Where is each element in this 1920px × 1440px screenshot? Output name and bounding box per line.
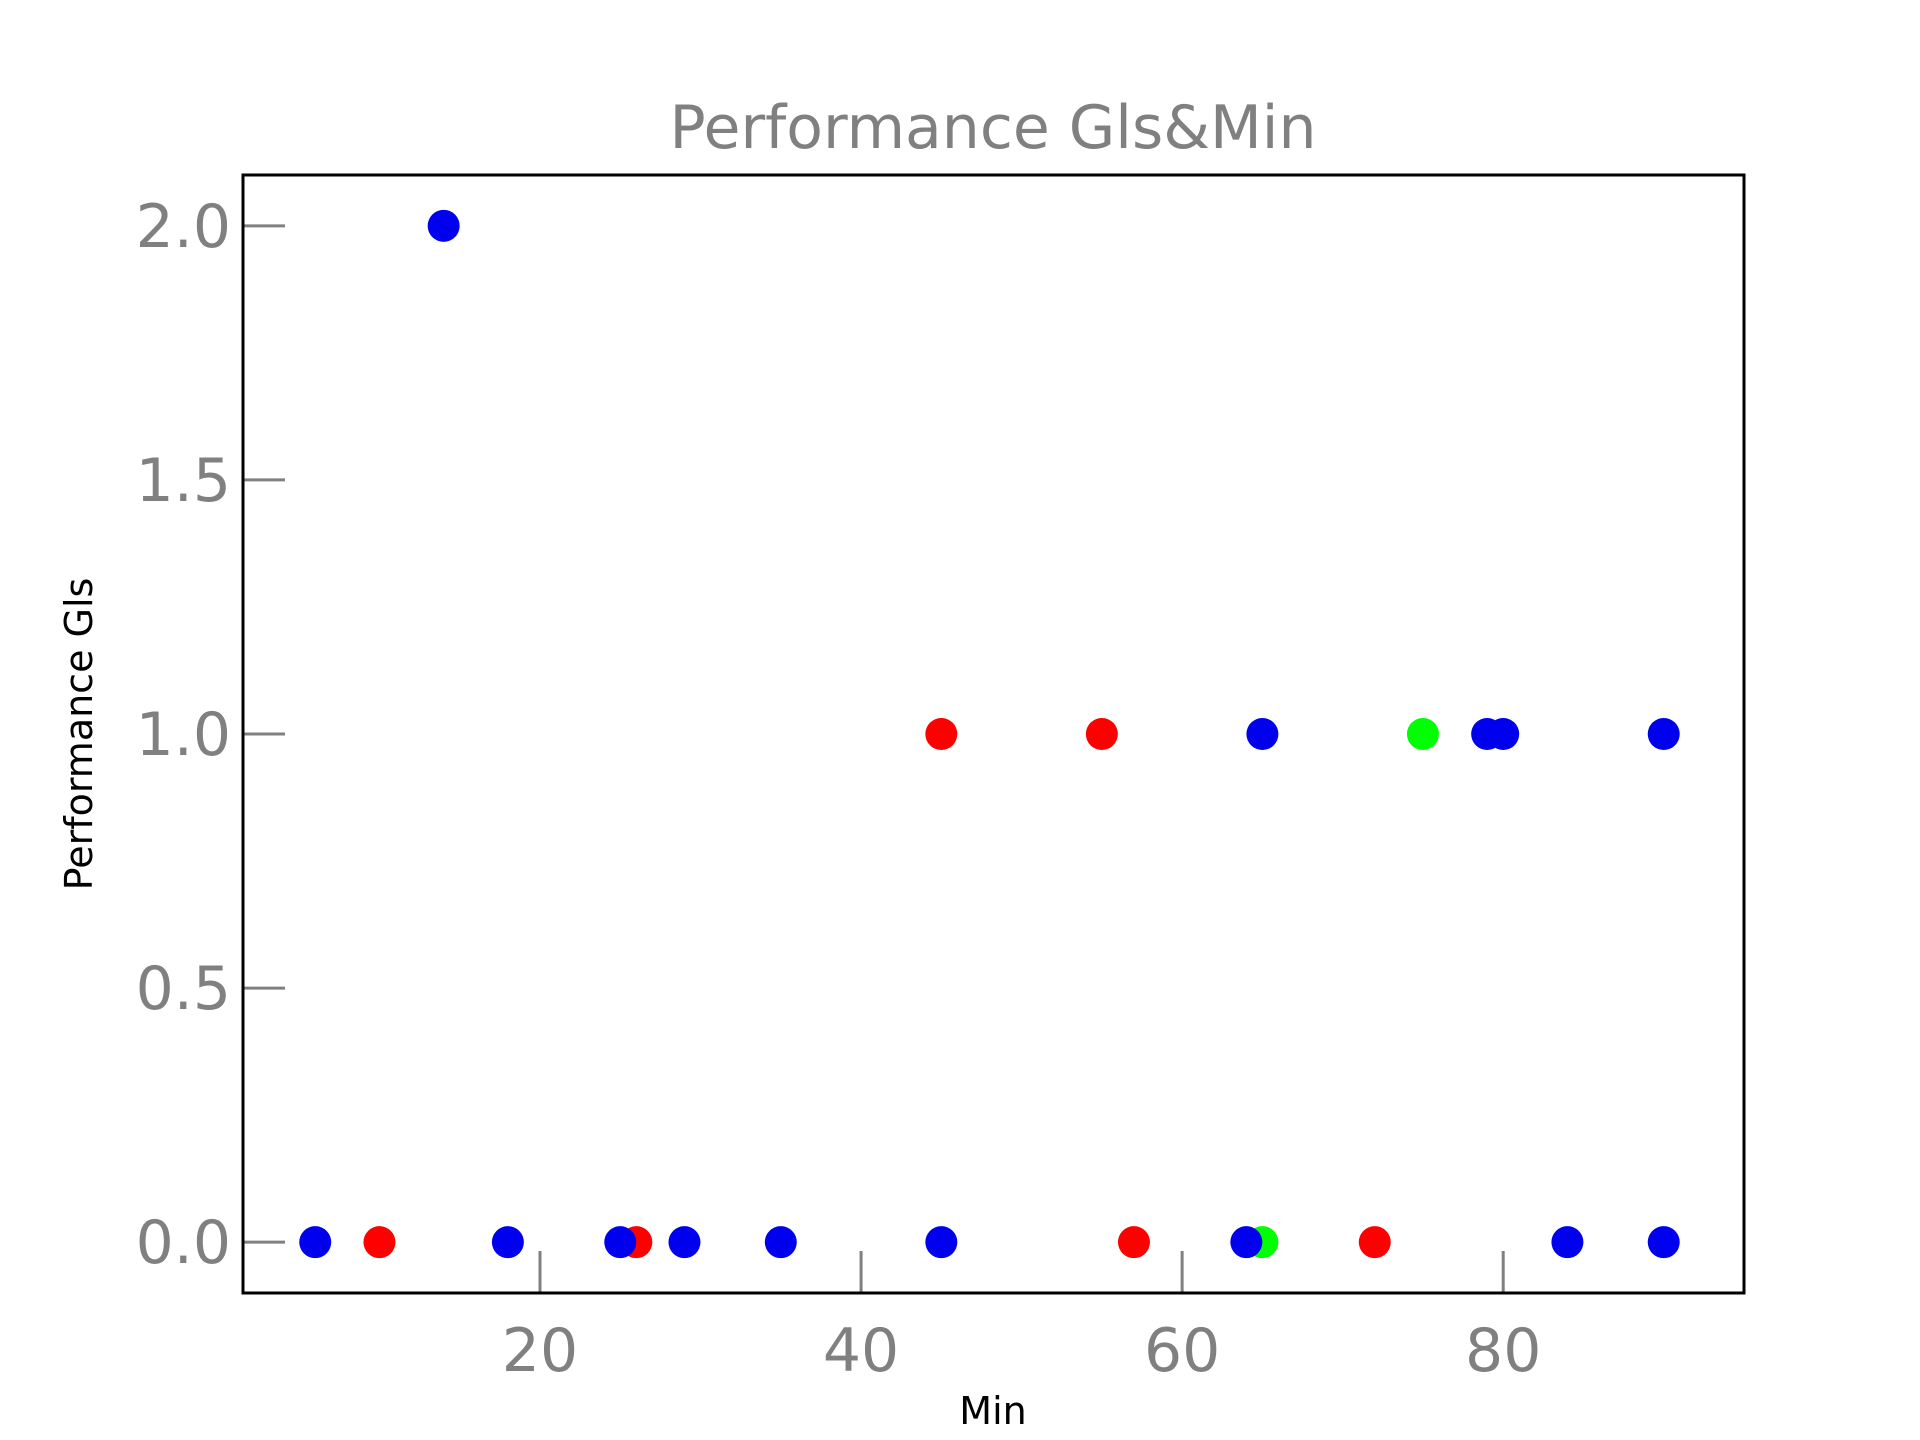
y-tick-label: 0.0 — [136, 1208, 231, 1278]
x-tick-label: 20 — [502, 1316, 578, 1386]
data-point — [491, 1226, 524, 1259]
data-points — [299, 209, 1680, 1259]
y-tick-label: 1.5 — [136, 446, 231, 516]
data-point — [1647, 1226, 1680, 1259]
y-tick-label: 2.0 — [136, 192, 231, 262]
data-point — [604, 1226, 637, 1259]
chart-title: Performance Gls&Min — [670, 93, 1317, 163]
x-tick-label: 40 — [823, 1316, 899, 1386]
axis-ticks: 0.0 0.5 1.0 1.5 2.0 20 40 60 80 — [136, 192, 1542, 1386]
data-point — [1085, 718, 1118, 750]
data-point — [764, 1226, 797, 1259]
data-point — [925, 718, 958, 750]
data-point — [668, 1226, 701, 1259]
data-point — [1406, 718, 1439, 750]
data-point — [363, 1226, 396, 1259]
data-point — [1647, 718, 1680, 750]
data-point — [1358, 1226, 1391, 1259]
plot-frame — [241, 173, 1746, 1295]
x-axis-label: Min — [959, 1389, 1026, 1433]
y-tick-label: 1.0 — [136, 700, 231, 770]
x-tick-label: 60 — [1144, 1316, 1220, 1386]
x-tick-label: 80 — [1465, 1316, 1541, 1386]
y-axis-label: Performance Gls — [57, 578, 101, 891]
data-point — [1487, 718, 1520, 750]
data-point — [1117, 1226, 1150, 1259]
data-point — [1230, 1226, 1263, 1259]
y-tick-label: 0.5 — [136, 954, 231, 1024]
data-point — [1246, 718, 1279, 750]
data-point — [427, 209, 460, 242]
data-point — [299, 1226, 332, 1259]
data-point — [925, 1226, 958, 1259]
data-point — [1551, 1226, 1584, 1259]
